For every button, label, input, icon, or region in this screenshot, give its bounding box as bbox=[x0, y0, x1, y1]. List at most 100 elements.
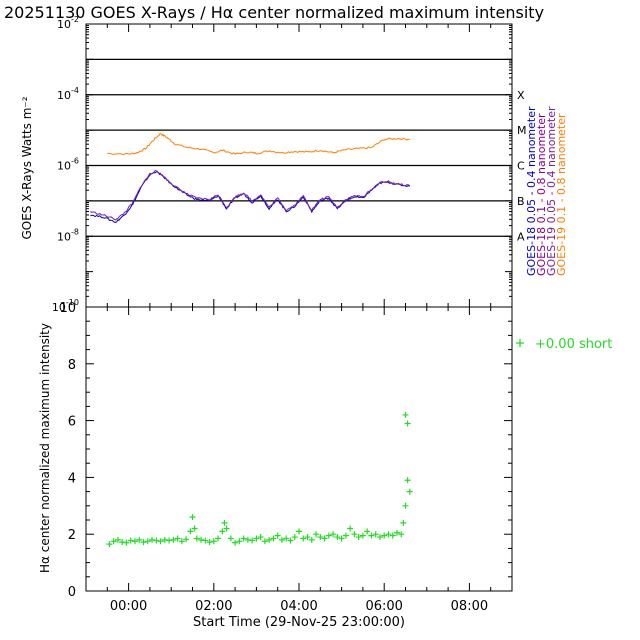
halpha-point bbox=[334, 534, 341, 541]
halpha-point bbox=[347, 525, 354, 532]
halpha-point bbox=[215, 535, 222, 542]
halpha-points bbox=[106, 411, 413, 548]
halpha-point bbox=[261, 538, 268, 545]
halpha-point bbox=[372, 531, 379, 538]
halpha-point bbox=[283, 535, 290, 542]
goes-series-line bbox=[107, 133, 410, 156]
halpha-point bbox=[278, 536, 285, 543]
halpha-point bbox=[178, 538, 185, 545]
halpha-point bbox=[291, 534, 298, 541]
halpha-point bbox=[153, 537, 160, 544]
halpha-point bbox=[223, 525, 230, 532]
halpha-point bbox=[404, 477, 411, 484]
goes-series bbox=[90, 133, 411, 223]
halpha-point bbox=[381, 532, 388, 539]
y-tick-label: 4 bbox=[68, 471, 76, 486]
y-tick-label: 10 bbox=[59, 301, 76, 316]
legend-entry: GOES-19 0.05 - 0.4 nanometer bbox=[545, 106, 558, 276]
halpha-y-axis-label: Hα center normalized maximum intensity bbox=[38, 323, 52, 573]
class-lines bbox=[86, 58, 512, 237]
halpha-legend: +0.00 short bbox=[516, 337, 612, 352]
halpha-point bbox=[325, 532, 332, 539]
halpha-point bbox=[144, 538, 151, 545]
halpha-point bbox=[330, 531, 337, 538]
halpha-point bbox=[296, 528, 302, 535]
halpha-point bbox=[368, 532, 375, 539]
halpha-point bbox=[257, 534, 264, 541]
halpha-point bbox=[170, 536, 177, 543]
flare-class-label: A bbox=[517, 230, 525, 243]
halpha-point bbox=[127, 537, 134, 544]
halpha-point bbox=[221, 519, 228, 526]
halpha-point bbox=[136, 536, 143, 543]
x-tick-label: 00:00 bbox=[110, 599, 147, 614]
halpha-point bbox=[300, 535, 307, 542]
legend-entry: GOES-18 0.1 - 0.8 nanometer bbox=[535, 113, 548, 276]
halpha-point bbox=[110, 538, 117, 545]
x-tick-label: 02:00 bbox=[195, 599, 232, 614]
legend-marker bbox=[516, 339, 524, 347]
halpha-point bbox=[308, 536, 315, 543]
halpha-point bbox=[236, 538, 243, 545]
x-tick-label: 08:00 bbox=[451, 599, 488, 614]
halpha-point bbox=[140, 539, 147, 546]
halpha-point bbox=[406, 488, 413, 495]
halpha-point bbox=[187, 528, 194, 535]
halpha-plot-frame bbox=[85, 306, 513, 592]
halpha-point bbox=[342, 532, 349, 539]
halpha-point bbox=[253, 535, 260, 542]
halpha-point bbox=[359, 532, 366, 539]
y-tick-label: 10-4 bbox=[57, 86, 79, 102]
legend-entry: GOES-18 0.05 - 0.4 nanometer bbox=[525, 106, 538, 276]
halpha-point bbox=[351, 531, 358, 538]
halpha-point bbox=[219, 528, 226, 535]
flare-class-label: M bbox=[517, 124, 527, 137]
goes-series-line bbox=[90, 169, 411, 221]
halpha-point bbox=[393, 529, 400, 536]
legend-label: +0.00 short bbox=[535, 337, 612, 352]
flare-class-label: C bbox=[517, 160, 525, 173]
x-axis-label: Start Time (29-Nov-25 23:00:00) bbox=[193, 615, 405, 630]
halpha-point bbox=[321, 535, 328, 542]
halpha-point bbox=[338, 535, 345, 542]
y-tick-label: 8 bbox=[68, 358, 76, 373]
halpha-point bbox=[123, 539, 130, 546]
halpha-point bbox=[317, 534, 324, 541]
halpha-point bbox=[266, 536, 273, 543]
halpha-point bbox=[274, 532, 281, 539]
halpha-point bbox=[210, 538, 217, 545]
halpha-x-ticks: 00:00 02:00 04:00 06:00 08:00 bbox=[85, 24, 513, 614]
halpha-point bbox=[131, 538, 138, 545]
x-tick-label: 06:00 bbox=[365, 599, 402, 614]
goes-y-axis-label: GOES X-Rays Watts m⁻² bbox=[20, 96, 34, 239]
y-tick-label: 0 bbox=[68, 585, 76, 600]
x-tick-label: 04:00 bbox=[280, 599, 317, 614]
halpha-point bbox=[400, 519, 407, 526]
goes-panel: 10-2 10-4 10-6 10-8 10-10 X M C B A GOES-18 0.05… bbox=[20, 15, 568, 314]
halpha-point bbox=[398, 531, 405, 538]
halpha-point bbox=[206, 539, 213, 546]
halpha-point bbox=[193, 535, 200, 542]
halpha-point bbox=[402, 502, 409, 509]
halpha-point bbox=[227, 535, 234, 542]
flare-class-label: X bbox=[517, 89, 525, 102]
chart-title: 20251130 GOES X-Rays / Hα center normali… bbox=[4, 3, 544, 22]
y-tick-label: 10-2 bbox=[57, 15, 79, 31]
halpha-point bbox=[385, 531, 392, 538]
halpha-point bbox=[174, 535, 181, 542]
halpha-point bbox=[232, 539, 239, 546]
halpha-point bbox=[376, 534, 383, 541]
halpha-point bbox=[106, 541, 113, 548]
goes-y-ticks: 10-2 10-4 10-6 10-8 10-10 bbox=[52, 15, 512, 314]
halpha-point bbox=[355, 534, 362, 541]
y-tick-label: 2 bbox=[68, 528, 76, 543]
halpha-point bbox=[157, 538, 164, 545]
y-tick-label: 10-10 bbox=[52, 298, 79, 314]
y-tick-label: 10-8 bbox=[57, 227, 79, 243]
halpha-point bbox=[183, 536, 190, 543]
halpha-point bbox=[114, 536, 121, 543]
halpha-panel: 0 2 4 6 8 10 00:00 02:00 04:00 06:00 08:00 +0.00 … bbox=[38, 24, 612, 630]
halpha-point bbox=[304, 534, 311, 541]
y-tick-label: 6 bbox=[68, 415, 76, 430]
